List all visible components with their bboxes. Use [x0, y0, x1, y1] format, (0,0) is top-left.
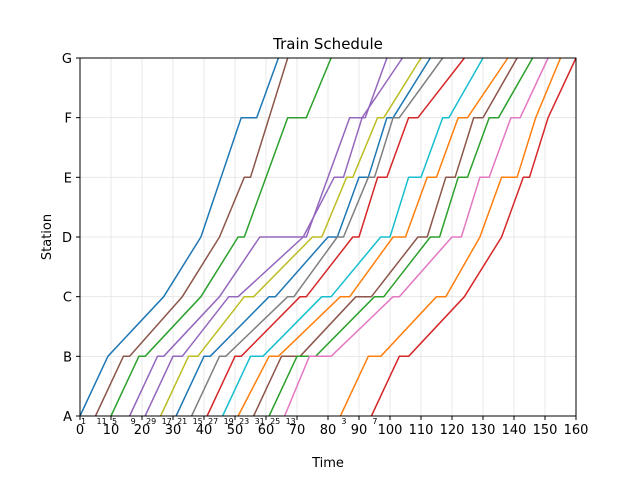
x-tick-label: 120 — [440, 423, 465, 438]
train-line-19 — [221, 57, 484, 417]
train-label-9: 9 — [131, 417, 136, 426]
train-line-23 — [237, 57, 509, 417]
train-label-21: 21 — [177, 417, 187, 426]
train-label-27: 27 — [208, 417, 218, 426]
chart-title: Train Schedule — [272, 35, 383, 53]
train-line-27 — [206, 57, 465, 417]
series-layer — [79, 57, 577, 417]
train-line-17 — [159, 57, 422, 417]
x-axis-label: Time — [311, 456, 344, 471]
train-label-17: 17 — [162, 417, 172, 426]
train-label-23: 23 — [239, 417, 249, 426]
train-label-7: 7 — [372, 417, 377, 426]
train-line-21 — [175, 57, 431, 417]
train-label-31: 31 — [255, 417, 265, 426]
station-label: F — [65, 112, 72, 127]
x-tick-label: 10 — [103, 423, 120, 438]
y-axis: A B C D E F G — [62, 52, 80, 425]
station-label: A — [63, 410, 72, 425]
train-label-1: 1 — [81, 417, 86, 426]
station-label: G — [62, 52, 72, 67]
train-line-15 — [190, 57, 444, 417]
train-line-3 — [339, 57, 562, 417]
x-tick-label: 110 — [409, 423, 434, 438]
train-label-3: 3 — [341, 417, 346, 426]
x-tick-label: 20 — [134, 423, 151, 438]
x-tick-label: 60 — [258, 423, 275, 438]
train-label-15: 15 — [193, 417, 203, 426]
train-line-13 — [283, 57, 549, 417]
x-tick-label: 130 — [471, 423, 496, 438]
train-label-5: 5 — [112, 417, 117, 426]
x-axis: 0 10 20 30 40 50 60 70 80 90 100 110 120 130 140 150 160 — [76, 416, 589, 438]
x-tick-label: 50 — [227, 423, 244, 438]
x-tick-label: 40 — [196, 423, 213, 438]
train-line-7 — [370, 57, 577, 417]
station-label: B — [63, 350, 72, 365]
train-line-11 — [94, 57, 289, 417]
x-tick-label: 90 — [351, 423, 368, 438]
train-line-29 — [144, 57, 404, 417]
train-label-29: 29 — [146, 417, 156, 426]
x-tick-label: 100 — [378, 423, 403, 438]
y-axis-label: Station — [40, 214, 55, 260]
x-tick-label: 70 — [289, 423, 306, 438]
station-label: E — [64, 171, 72, 186]
train-line-5 — [110, 57, 332, 417]
train-label-11: 11 — [97, 417, 107, 426]
train-line-1 — [79, 57, 280, 417]
train-line-9 — [128, 57, 388, 417]
train-label-25: 25 — [270, 417, 280, 426]
train-label-19: 19 — [224, 417, 234, 426]
x-tick-label: 150 — [533, 423, 558, 438]
x-tick-label: 140 — [502, 423, 527, 438]
station-label: D — [62, 231, 72, 246]
x-tick-label: 160 — [564, 423, 589, 438]
x-tick-label: 0 — [76, 423, 84, 438]
station-label: C — [63, 291, 72, 306]
x-tick-label: 30 — [165, 423, 182, 438]
train-label-13: 13 — [286, 417, 296, 426]
x-tick-label: 80 — [320, 423, 337, 438]
train-labels: 1 11 5 9 29 17 21 15 27 19 23 31 25 13 3 7 — [81, 417, 377, 426]
